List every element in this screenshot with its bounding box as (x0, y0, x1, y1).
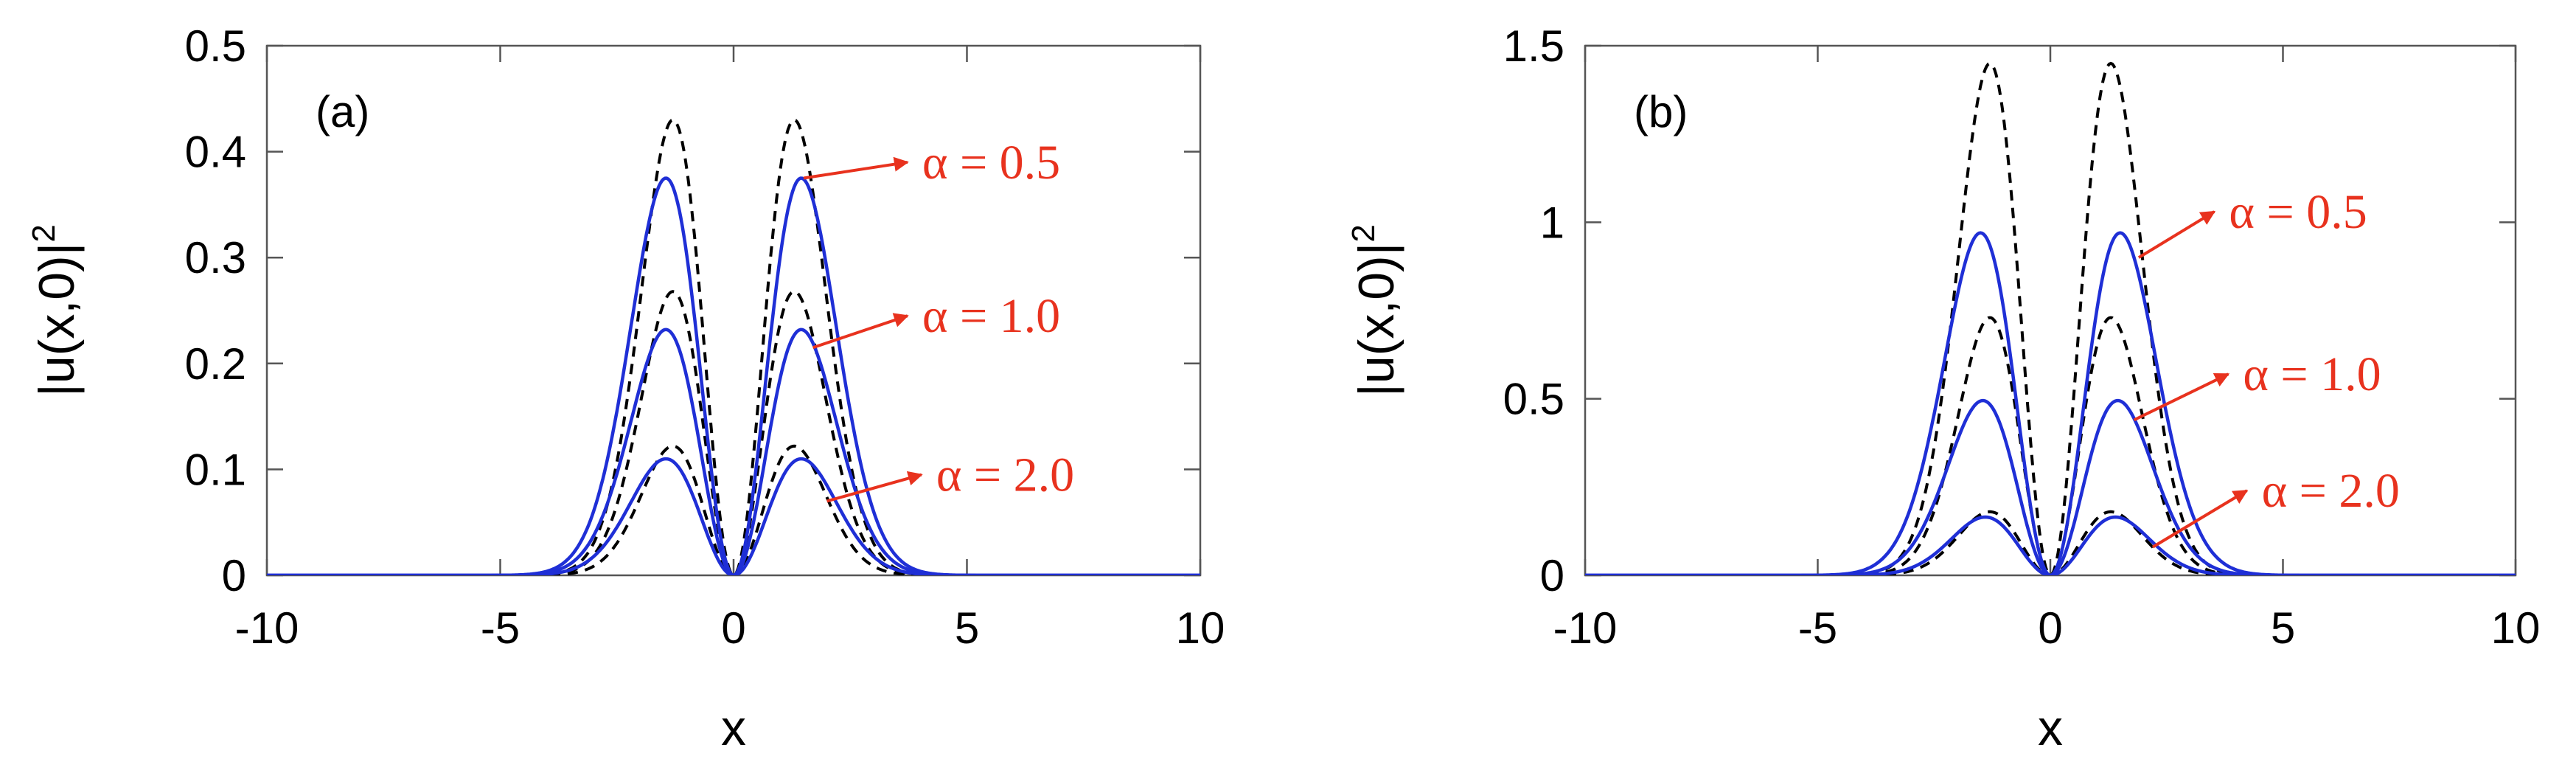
y-tick-label: 0.5 (185, 21, 246, 71)
annotation-label: α = 1.0 (2243, 347, 2381, 401)
annotation-arrow (803, 156, 909, 180)
annotation-arrow (2133, 372, 2230, 422)
annotation-arrow (826, 471, 923, 503)
annotation-label: α = 2.0 (936, 448, 1074, 502)
x-tick-label: 5 (955, 603, 979, 653)
annotation-label: α = 2.0 (2262, 464, 2400, 518)
y-tick-label: 0.5 (1503, 375, 1564, 424)
panel-label: (b) (1634, 87, 1688, 136)
panel-label: (a) (316, 87, 369, 136)
series-line-alpha-0-5-solid (1585, 231, 2516, 575)
x-axis-label: x (721, 700, 746, 756)
x-tick-label: -10 (235, 603, 299, 653)
x-tick-label: -5 (481, 603, 520, 653)
annotation-arrow (2137, 210, 2216, 259)
series-line-alpha-0-5-solid (267, 176, 1200, 575)
y-axis-label-superscript: 2 (1346, 224, 1382, 242)
y-tick-label: 0.1 (185, 445, 246, 494)
annotation-arrow (812, 313, 909, 350)
y-tick-label: 0.4 (185, 128, 246, 177)
x-tick-label: -5 (1798, 603, 1837, 653)
annotation-label: α = 0.5 (2229, 185, 2367, 239)
y-tick-label: 1.5 (1503, 21, 1564, 71)
annotation-arrow (2151, 489, 2249, 549)
x-tick-label: 5 (2271, 603, 2295, 653)
chart-panel-b: 0 0.5 1 1.5 -10 -5 0 5 10 x |u(x,0)|2 (b) α = 0.5 α =… (1346, 21, 2540, 756)
y-tick-label: 1 (1540, 198, 1564, 247)
y-axis-label: |u(x,0)|2 (26, 224, 85, 397)
annotation-label: α = 1.0 (922, 289, 1060, 343)
chart-panel-a: 0 0.1 0.2 0.3 0.4 0.5 -10 -5 0 5 10 x |u(x,0)|2 (a) α … (26, 21, 1225, 756)
annotation-label: α = 0.5 (922, 136, 1060, 190)
y-tick-label: 0.3 (185, 233, 246, 282)
x-axis-label: x (2038, 700, 2063, 756)
x-tick-label: 10 (2491, 603, 2541, 653)
y-axis-label: |u(x,0)|2 (1346, 224, 1404, 397)
x-tick-label: -10 (1553, 603, 1618, 653)
x-tick-label: 10 (1176, 603, 1225, 653)
y-tick-label: 0.2 (185, 339, 246, 389)
y-tick-label: 0 (222, 551, 246, 600)
y-tick-label: 0 (1540, 551, 1564, 600)
y-axis-label-superscript: 2 (26, 224, 62, 242)
x-tick-label: 0 (721, 603, 745, 653)
x-tick-label: 0 (2038, 603, 2062, 653)
